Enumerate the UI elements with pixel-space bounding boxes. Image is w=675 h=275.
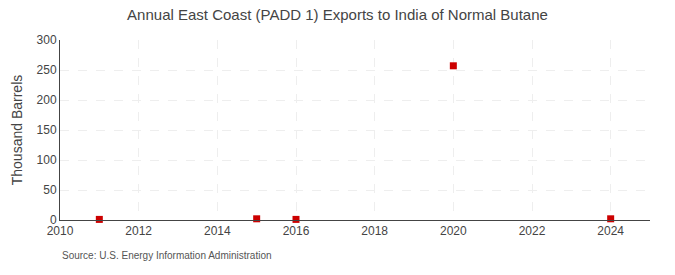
svg-text:200: 200 [37,93,57,107]
svg-text:150: 150 [37,123,57,137]
svg-text:Annual East Coast (PADD 1) Exp: Annual East Coast (PADD 1) Exports to In… [127,6,548,23]
svg-text:Thousand Barrels: Thousand Barrels [9,75,25,186]
svg-text:250: 250 [37,63,57,77]
svg-text:2012: 2012 [125,224,152,238]
svg-text:100: 100 [37,153,57,167]
svg-text:2020: 2020 [440,224,467,238]
svg-text:2018: 2018 [361,224,388,238]
svg-text:50: 50 [43,183,57,197]
svg-text:0: 0 [50,213,57,227]
svg-text:2010: 2010 [47,224,74,238]
svg-text:Source: U.S. Energy Informatio: Source: U.S. Energy Information Administ… [62,250,272,261]
svg-text:2022: 2022 [519,224,546,238]
svg-text:2024: 2024 [597,224,624,238]
svg-text:300: 300 [37,33,57,47]
svg-text:2016: 2016 [283,224,310,238]
svg-text:2014: 2014 [204,224,231,238]
